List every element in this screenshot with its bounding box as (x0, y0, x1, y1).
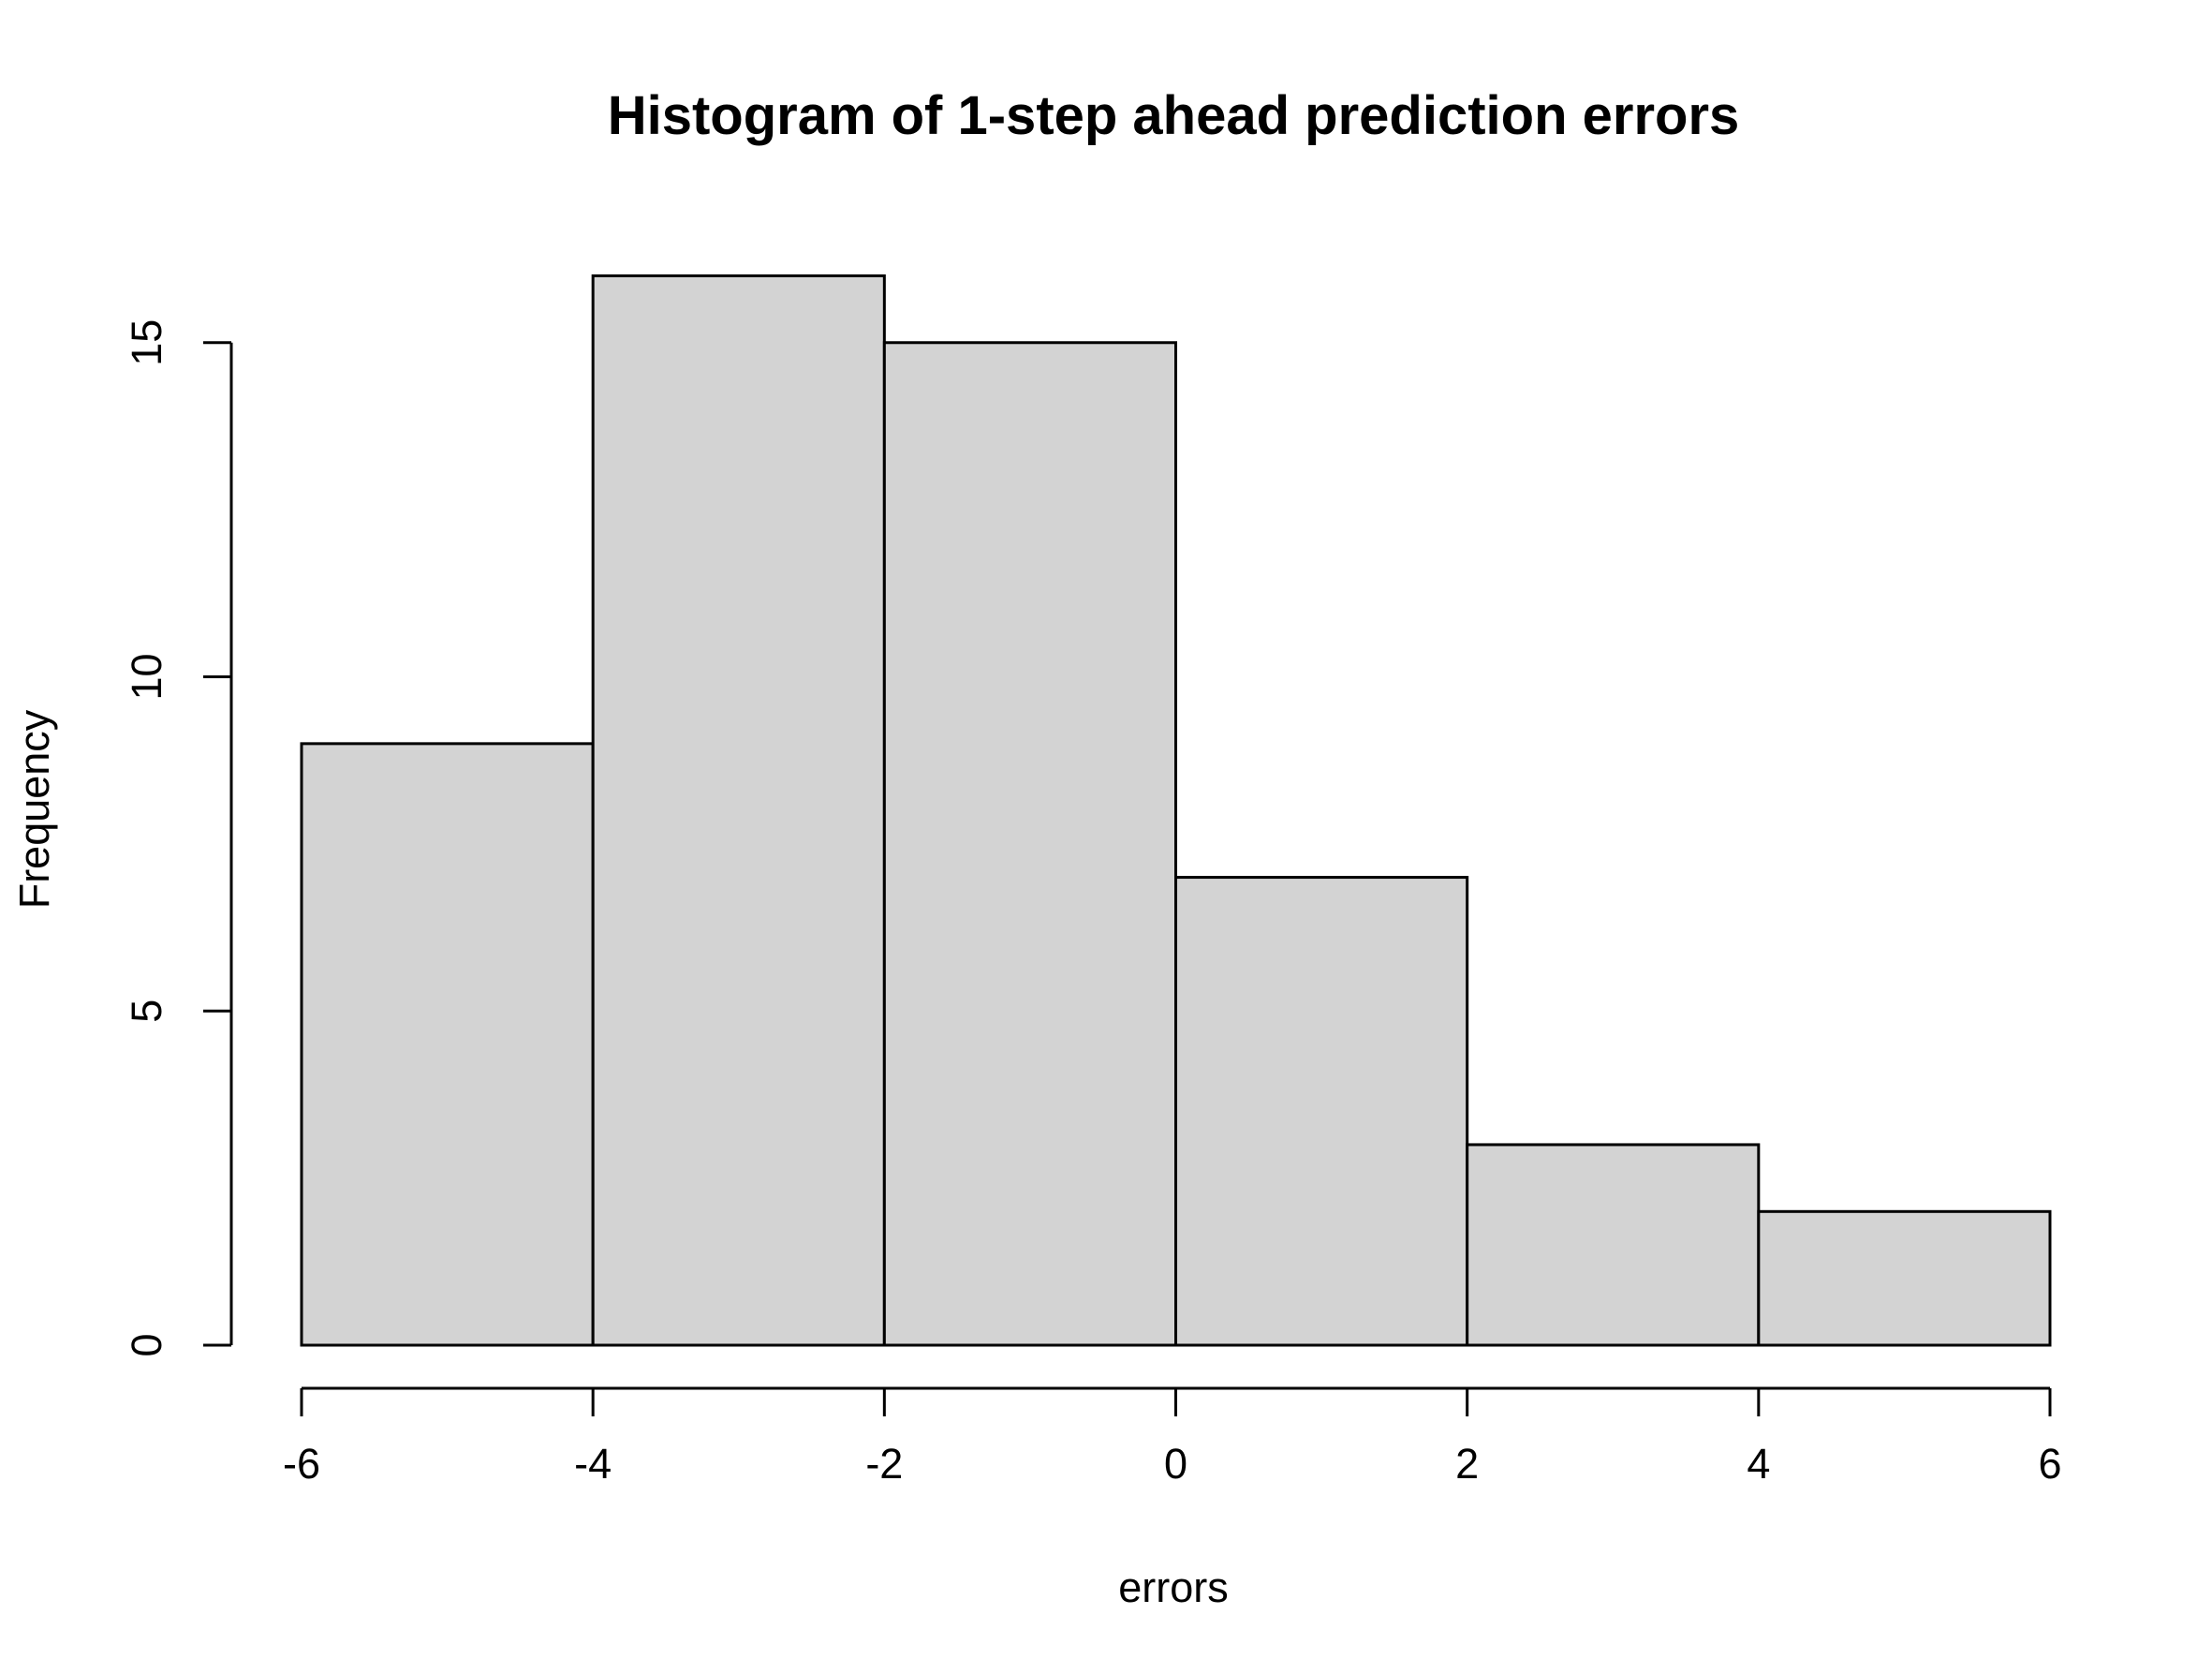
y-tick-label: 0 (123, 1333, 170, 1356)
histogram-bar-1 (591, 274, 886, 1347)
x-tick-label: 4 (1747, 1440, 1770, 1488)
histogram-bar-2 (882, 341, 1177, 1347)
bars-group (300, 274, 2052, 1347)
histogram-bar-4 (1466, 1143, 1761, 1347)
y-axis-label: Frequency (10, 709, 58, 909)
histogram-bar-3 (1174, 876, 1469, 1347)
x-tick-label: 2 (1455, 1440, 1479, 1488)
chart-title: Histogram of 1-step ahead prediction err… (608, 85, 1740, 146)
x-axis-label: errors (1118, 1563, 1229, 1611)
y-tick-label: 5 (123, 1000, 170, 1023)
y-axis: 0 5 10 15 (123, 319, 233, 1357)
x-axis: -6 -4 -2 0 2 4 6 (283, 1386, 2062, 1488)
x-tick-label: 6 (2038, 1440, 2061, 1488)
y-tick-label: 15 (123, 319, 170, 366)
x-tick-label: -2 (865, 1440, 903, 1488)
x-tick-label: 0 (1164, 1440, 1187, 1488)
histogram-bar-5 (1757, 1209, 2052, 1347)
histogram-bar-0 (300, 742, 595, 1347)
x-tick-label: -6 (283, 1440, 320, 1488)
y-tick-label: 10 (123, 653, 170, 700)
x-tick-label: -4 (574, 1440, 612, 1488)
